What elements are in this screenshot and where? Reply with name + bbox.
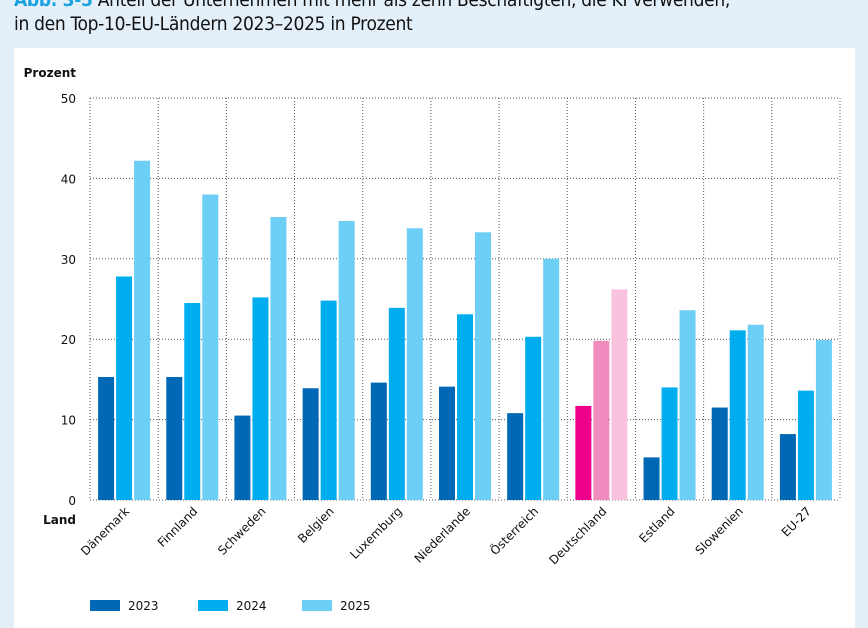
bar-2025 xyxy=(679,310,696,500)
chart-panel xyxy=(14,48,855,628)
y-tick-label: 40 xyxy=(61,172,76,186)
x-tick-label: Dänemark xyxy=(78,504,132,558)
legend-label: 2025 xyxy=(340,599,371,613)
bar-2025 xyxy=(406,228,423,501)
x-tick-label: Belgien xyxy=(295,504,337,546)
bar-2024 xyxy=(525,336,542,500)
bar-2025 xyxy=(338,221,355,500)
legend-label: 2024 xyxy=(236,599,267,613)
chart-title: Abb. 3-5 Anteil der Unternehmen mit mehr… xyxy=(14,0,730,36)
bar-2023 xyxy=(575,405,592,500)
x-tick-label: EU-27 xyxy=(779,504,814,539)
x-tick-label: Schweden xyxy=(215,504,268,557)
bar-2025 xyxy=(270,216,287,500)
title-line-1: Anteil der Unternehmen mit mehr als zehn… xyxy=(97,0,731,11)
bar-2024 xyxy=(388,307,405,500)
y-tick-label: 30 xyxy=(61,253,76,267)
bar-2023 xyxy=(779,434,796,500)
bar-2024 xyxy=(116,276,133,500)
bar-2024 xyxy=(320,300,337,500)
bar-2025 xyxy=(475,232,491,500)
bar-2024 xyxy=(593,340,610,500)
bar-2024 xyxy=(797,390,814,500)
bar-2025 xyxy=(134,160,151,500)
y-tick-label: 0 xyxy=(68,494,76,508)
bar-2023 xyxy=(234,415,251,500)
legend-swatch-2025 xyxy=(302,600,332,611)
y-tick-label: 10 xyxy=(61,414,76,428)
bar-2023 xyxy=(711,407,728,500)
bar-2025 xyxy=(202,194,219,501)
x-axis-title: Land xyxy=(43,513,76,527)
y-axis-title: Prozent xyxy=(24,66,77,80)
bar-2024 xyxy=(184,303,201,500)
bar-2023 xyxy=(98,376,115,500)
x-tick-label: Luxemburg xyxy=(347,504,405,562)
bar-2025 xyxy=(543,258,560,500)
figure-label: Abb. 3-5 xyxy=(14,0,93,11)
x-tick-label: Österreich xyxy=(486,503,541,558)
bar-2023 xyxy=(302,388,319,500)
bar-2025 xyxy=(747,324,764,500)
bar-2024 xyxy=(729,330,746,500)
x-tick-label: Estland xyxy=(636,504,677,545)
y-tick-label: 50 xyxy=(61,92,76,106)
legend-swatch-2024 xyxy=(198,600,228,611)
bar-2023 xyxy=(166,376,183,500)
x-tick-label: Deutschland xyxy=(546,504,609,567)
x-tick-label: Slowenien xyxy=(693,504,746,557)
bar-2023 xyxy=(507,413,524,500)
bar-2023 xyxy=(370,382,387,500)
y-tick-label: 20 xyxy=(61,333,76,347)
bar-2023 xyxy=(643,457,660,500)
bar-2024 xyxy=(661,387,678,500)
legend-swatch-2023 xyxy=(90,600,120,611)
bar-2024 xyxy=(252,297,269,500)
bar-2025 xyxy=(815,340,832,500)
legend-label: 2023 xyxy=(128,599,159,613)
bar-2023 xyxy=(439,386,455,500)
bar-2025 xyxy=(611,289,628,500)
x-tick-label: Finnland xyxy=(155,504,201,550)
bar-2024 xyxy=(457,314,473,500)
x-tick-label: Niederlande xyxy=(412,504,473,565)
title-line-2: in den Top-10-EU-Ländern 2023–2025 in Pr… xyxy=(14,13,413,35)
